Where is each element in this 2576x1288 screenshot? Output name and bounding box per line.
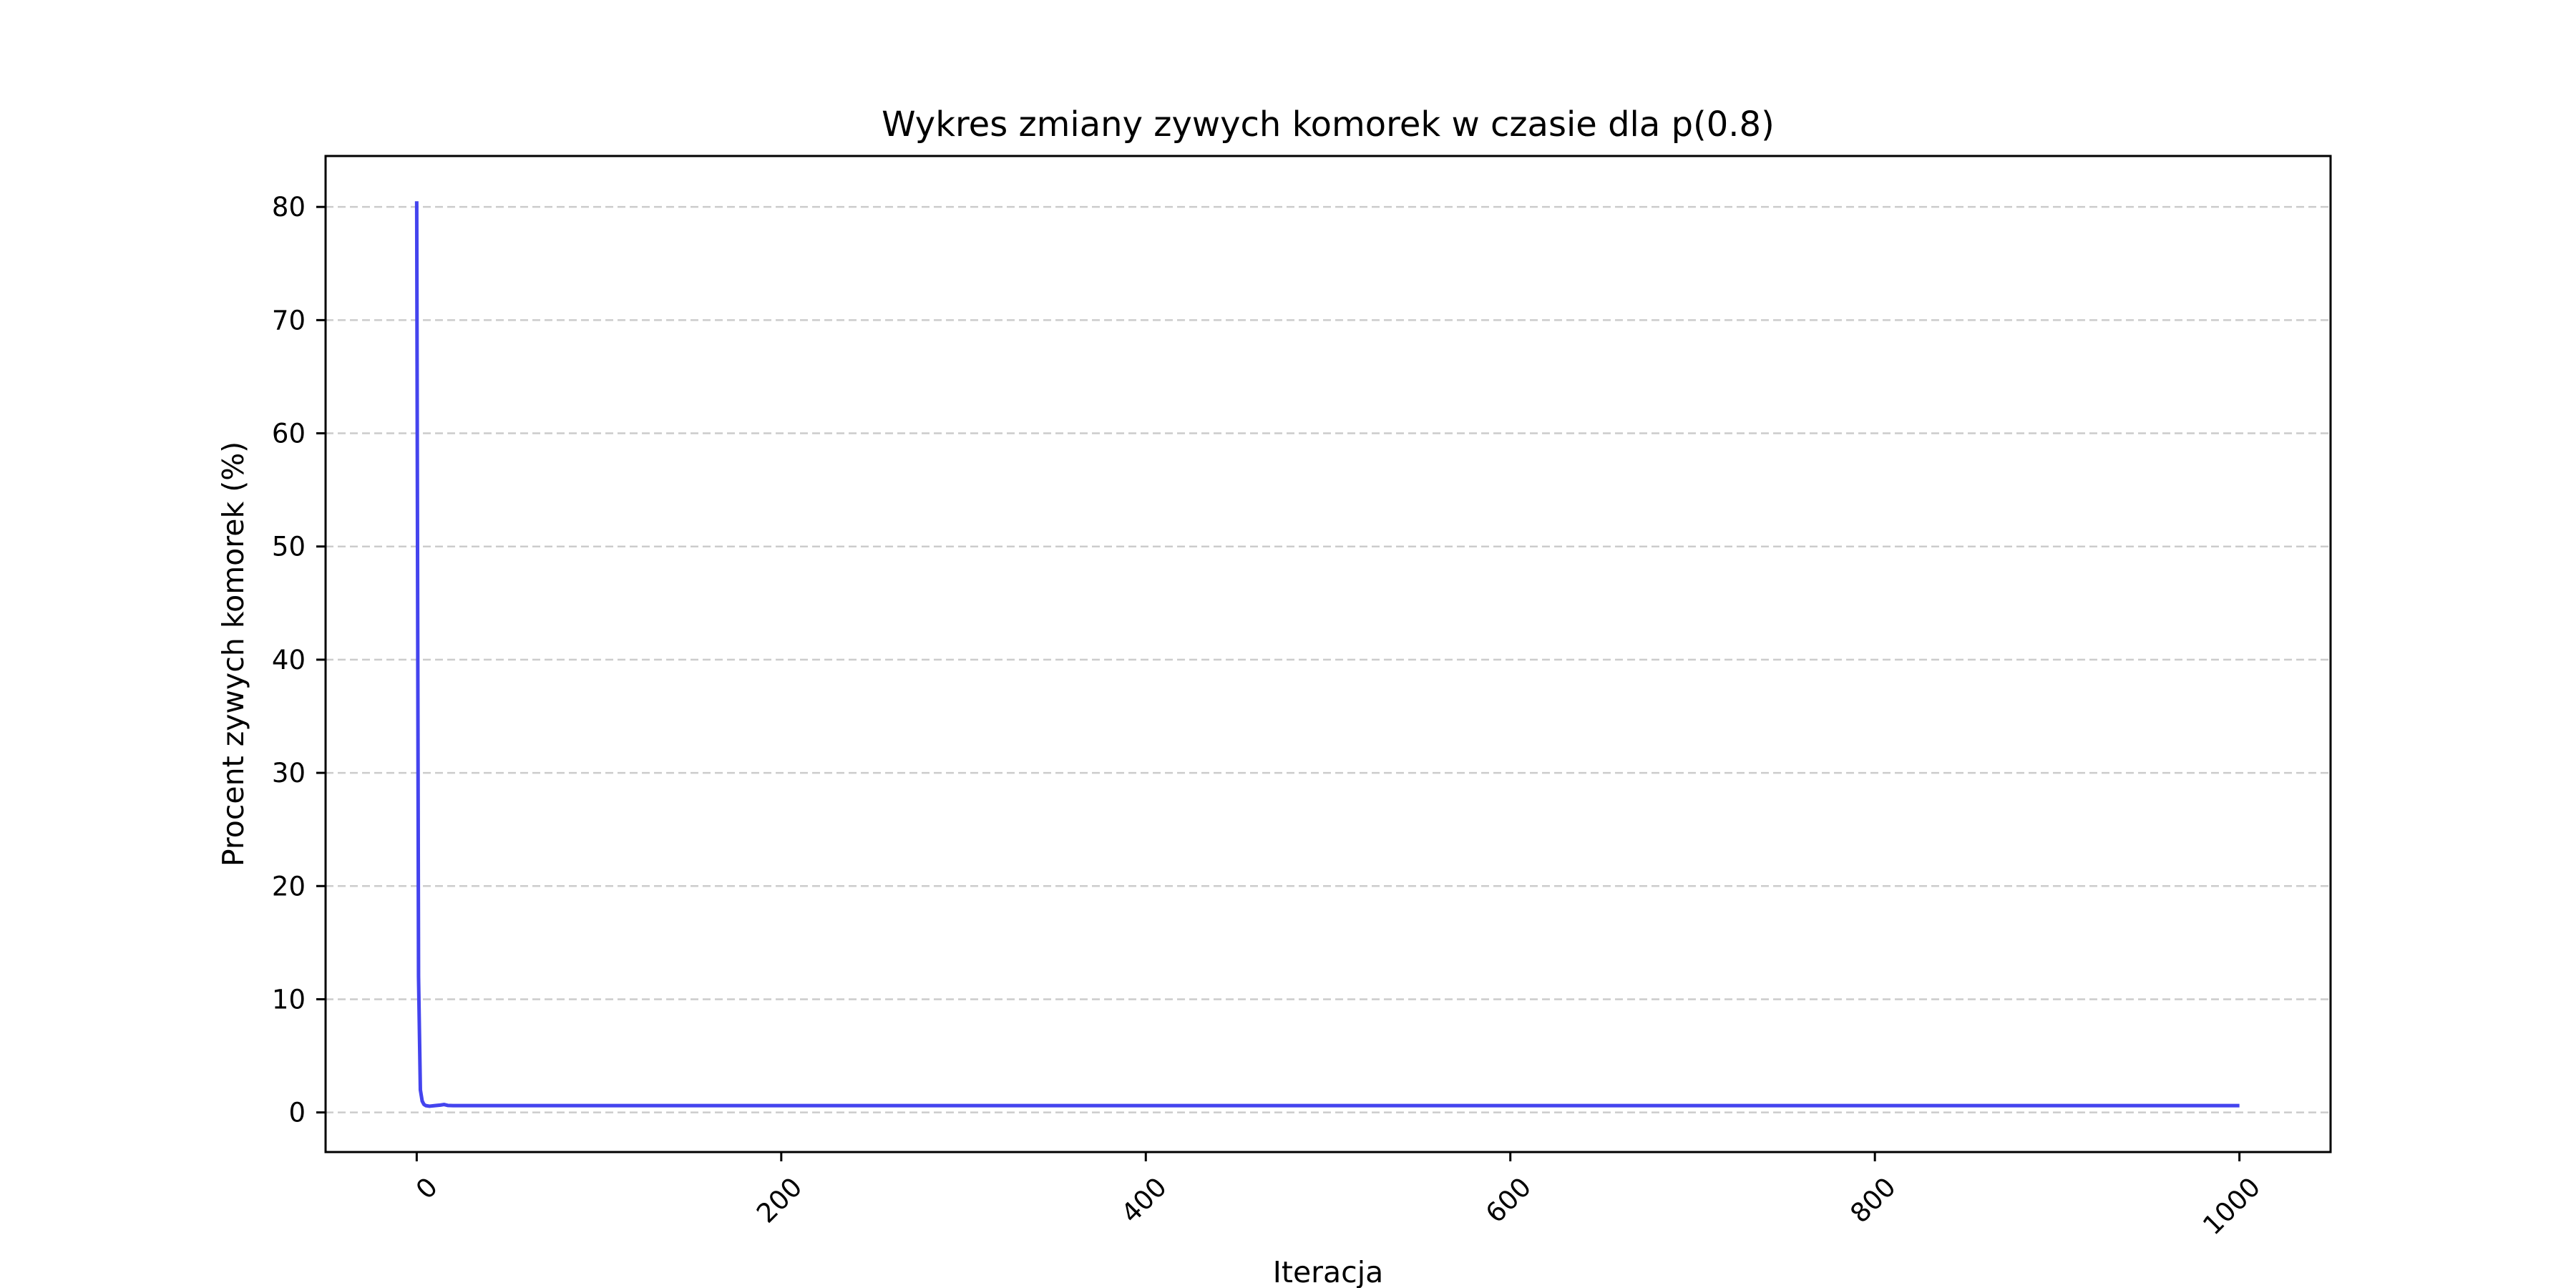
y-tick-label: 40 [272, 645, 306, 675]
y-tick-label: 10 [272, 984, 306, 1015]
y-tick-label: 0 [288, 1098, 306, 1128]
x-tick-label: 0 [410, 1171, 444, 1205]
y-tick-label: 30 [272, 758, 306, 789]
x-tick-label: 200 [751, 1171, 808, 1229]
x-tick-label: 400 [1116, 1171, 1173, 1229]
series-layer [414, 201, 2240, 1108]
y-tick-label: 50 [272, 532, 306, 562]
y-tick-label: 60 [272, 419, 306, 449]
y-tick-label: 20 [272, 871, 306, 902]
x-tick-label: 1000 [2197, 1171, 2266, 1241]
grid-layer [326, 205, 2331, 1113]
x-tick-label: 800 [1844, 1171, 1901, 1229]
plot-frame [324, 155, 2332, 1153]
y-tick-label: 70 [272, 305, 306, 336]
y-axis-label: Procent zywych komorek (%) [216, 441, 250, 867]
y-tick-label: 80 [272, 192, 306, 223]
x-axis-label: Iteracja [1273, 1255, 1383, 1288]
chart-title: Wykres zmiany zywych komorek w czasie dl… [882, 104, 1775, 145]
x-tick-label: 600 [1480, 1171, 1537, 1229]
series-line [414, 201, 2240, 1108]
